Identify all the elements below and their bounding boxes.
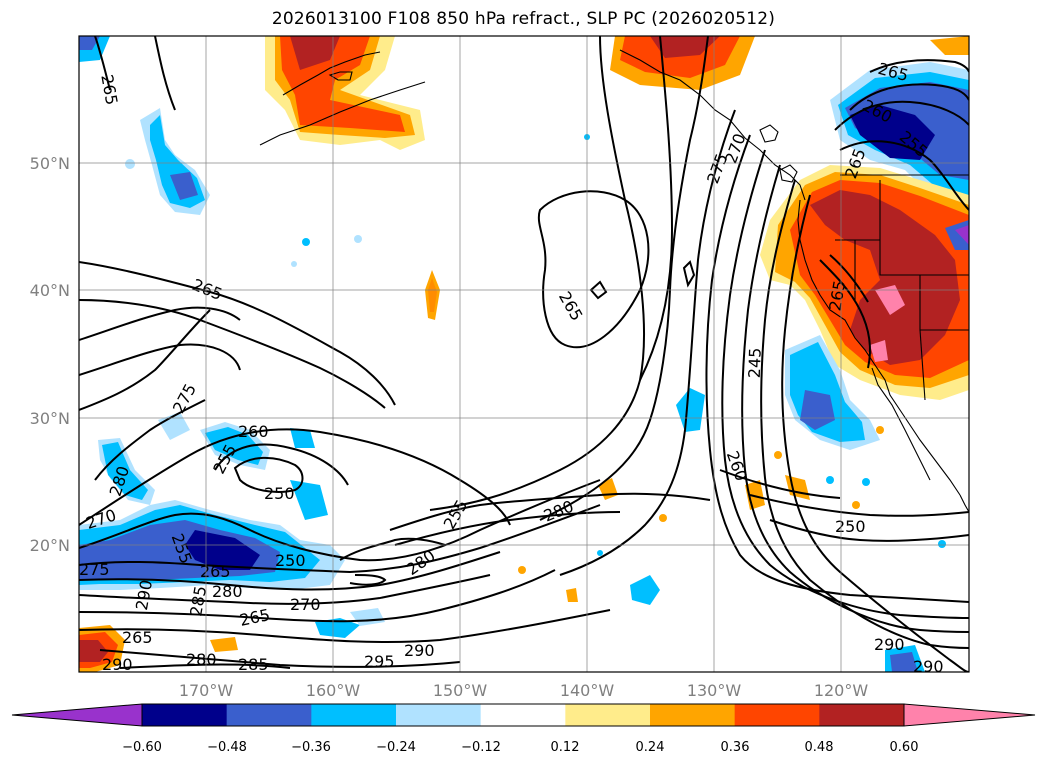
contour-label: 260: [238, 422, 269, 441]
contour-label: 265: [122, 628, 153, 647]
longitude-axis: 170°W 160°W 150°W 140°W 130°W 120°W: [179, 681, 869, 700]
map-border: [78, 35, 970, 673]
coastlines: [259, 49, 969, 513]
lon-label-140w: 140°W: [560, 681, 615, 700]
colorbar-tick: −0.24: [376, 740, 416, 755]
colorbar-tick: 0.60: [890, 740, 919, 755]
colorbar-segments: [11, 703, 1036, 727]
colorbar-tick: 0.48: [805, 740, 834, 755]
colorbar: −0.60 −0.48 −0.36 −0.24 −0.12 0.12 0.24 …: [11, 703, 1036, 755]
contour-label: 280: [212, 582, 243, 601]
contour-label: 290: [404, 641, 435, 660]
colorbar-tick: −0.12: [461, 740, 501, 755]
contour-label: 280: [186, 650, 217, 669]
contour-label: 290: [913, 657, 944, 676]
map-title: 2026013100 F108 850 hPa refract., SLP PC…: [271, 9, 776, 29]
contour-label: 270: [290, 595, 321, 614]
contour-label: 250: [264, 484, 295, 503]
colorbar-segment: [565, 704, 651, 726]
colorbar-segment: [734, 704, 820, 726]
colorbar-segment: [396, 704, 482, 726]
lon-label-130w: 130°W: [687, 681, 742, 700]
contour-label: 285: [238, 655, 269, 674]
colorbar-tick: 0.24: [636, 740, 665, 755]
lat-label-50n: 50°N: [30, 154, 70, 173]
colorbar-segment: [819, 704, 905, 726]
colorbar-segment: [480, 704, 566, 726]
colorbar-tick: −0.36: [291, 740, 331, 755]
slp-contours: [79, 36, 969, 672]
lon-label-150w: 150°W: [433, 681, 488, 700]
contour-label: 290: [874, 635, 905, 654]
colorbar-segment: [650, 704, 736, 726]
colorbar-tick: −0.48: [207, 740, 247, 755]
colorbar-tick: 0.36: [721, 740, 750, 755]
colorbar-tick: 0.12: [551, 740, 580, 755]
colorbar-segment: [226, 704, 312, 726]
colorbar-segment: [311, 704, 397, 726]
gridlines: [79, 36, 969, 672]
colorbar-extend-max: [903, 703, 1036, 727]
lon-label-160w: 160°W: [306, 681, 361, 700]
lat-label-30n: 30°N: [30, 409, 70, 428]
lat-label-20n: 20°N: [30, 536, 70, 555]
contour-label: 250: [275, 551, 306, 570]
contour-label: 245: [745, 347, 765, 378]
latitude-axis: 50°N 40°N 30°N 20°N: [30, 154, 70, 555]
colorbar-segment: [142, 704, 228, 726]
contour-label: 275: [79, 560, 110, 579]
lon-label-170w: 170°W: [179, 681, 234, 700]
colorbar-tick: −0.60: [122, 740, 162, 755]
contour-label: 250: [835, 517, 866, 536]
contour-label: 290: [102, 655, 133, 674]
contour-label: 265: [200, 562, 231, 581]
colorbar-ticks: −0.60 −0.48 −0.36 −0.24 −0.12 0.12 0.24 …: [122, 740, 918, 755]
colorbar-extend-min: [11, 703, 143, 727]
lon-label-120w: 120°W: [814, 681, 869, 700]
lat-label-40n: 40°N: [30, 281, 70, 300]
contour-label: 295: [364, 652, 395, 671]
